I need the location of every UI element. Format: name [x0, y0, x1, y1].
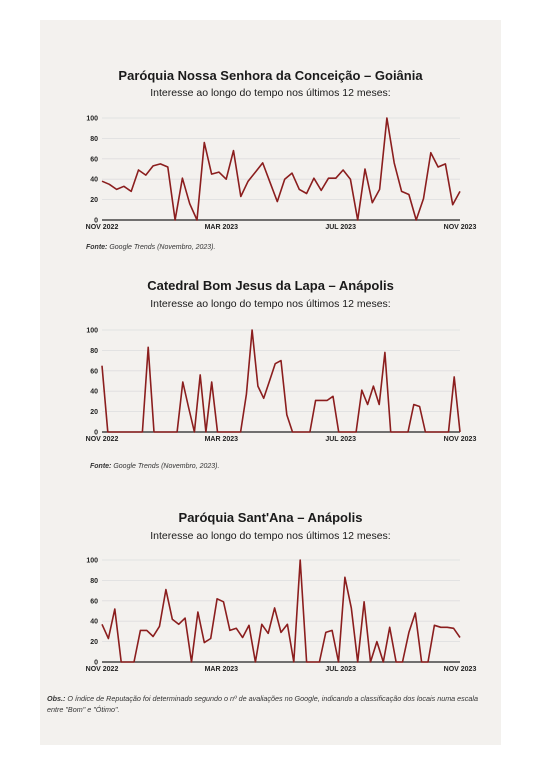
y-tick-label: 100 [86, 328, 98, 335]
x-tick-label: MAR 2023 [205, 224, 239, 231]
x-tick-label: MAR 2023 [205, 436, 239, 443]
y-tick-label: 40 [90, 177, 98, 184]
y-tick-label: 100 [86, 558, 98, 565]
line-chart-3: 0 20 40 60 80 100 NOV 2022 MAR 2023 JUL 2023 NOV … [86, 558, 477, 674]
y-tick-label: 0 [94, 430, 98, 437]
y-tick-label: 80 [90, 578, 98, 585]
y-tick-label: 80 [90, 348, 98, 355]
chart-subtitle: Interesse ao longo do tempo nos últimos … [150, 298, 391, 310]
y-tick-label: 0 [94, 660, 98, 667]
note-text: O índice de Reputação foi determinado se… [47, 694, 478, 714]
line-chart-1: 0 20 40 60 80 100 NOV 2022 MAR 2023 JUL 2023 NOV … [86, 116, 477, 232]
x-tick-label: NOV 2023 [444, 224, 477, 231]
y-tick-label: 40 [90, 389, 98, 396]
source-label: Fonte: [90, 463, 112, 470]
source-text: Google Trends (Novembro, 2023). [107, 244, 216, 251]
x-tick-label: JUL 2023 [325, 224, 356, 231]
x-tick-label: JUL 2023 [325, 436, 356, 443]
series-line [101, 117, 461, 221]
source-text: Google Trends (Novembro, 2023). [111, 463, 220, 470]
y-tick-label: 20 [90, 197, 98, 204]
x-tick-label: NOV 2022 [86, 436, 119, 443]
x-tick-label: NOV 2023 [444, 666, 477, 673]
chart-subtitle: Interesse ao longo do tempo nos últimos … [150, 87, 391, 99]
y-tick-label: 60 [90, 598, 98, 605]
y-tick-label: 100 [86, 116, 98, 123]
y-tick-label: 0 [94, 218, 98, 225]
x-tick-label: MAR 2023 [205, 666, 239, 673]
y-tick-label: 60 [90, 156, 98, 163]
source-label: Fonte: [86, 244, 108, 251]
chart-title: Catedral Bom Jesus da Lapa – Anápolis [147, 278, 394, 293]
x-tick-label: NOV 2023 [444, 436, 477, 443]
source-note-1: Fonte: Google Trends (Novembro, 2023). [86, 244, 215, 251]
chart-title: Paróquia Nossa Senhora da Conceição – Go… [118, 68, 423, 83]
y-tick-label: 60 [90, 368, 98, 375]
chart-title: Paróquia Sant'Ana – Anápolis [178, 510, 363, 525]
line-chart-2: 0 20 40 60 80 100 NOV 2022 MAR 2023 JUL 2023 NOV … [86, 328, 477, 444]
observation-note: Obs.: O índice de Reputação foi determin… [47, 693, 487, 715]
chart-subtitle: Interesse ao longo do tempo nos últimos … [150, 530, 391, 542]
y-tick-label: 40 [90, 619, 98, 626]
source-note-2: Fonte: Google Trends (Novembro, 2023). [90, 463, 219, 470]
x-tick-label: NOV 2022 [86, 666, 119, 673]
y-tick-label: 20 [90, 409, 98, 416]
series-line [101, 329, 461, 433]
report-page: Paróquia Nossa Senhora da Conceição – Go… [40, 20, 501, 745]
y-tick-label: 80 [90, 136, 98, 143]
y-tick-label: 20 [90, 639, 98, 646]
x-tick-label: NOV 2022 [86, 224, 119, 231]
note-label: Obs.: [47, 694, 66, 703]
x-tick-label: JUL 2023 [325, 666, 356, 673]
series-line [101, 559, 461, 663]
